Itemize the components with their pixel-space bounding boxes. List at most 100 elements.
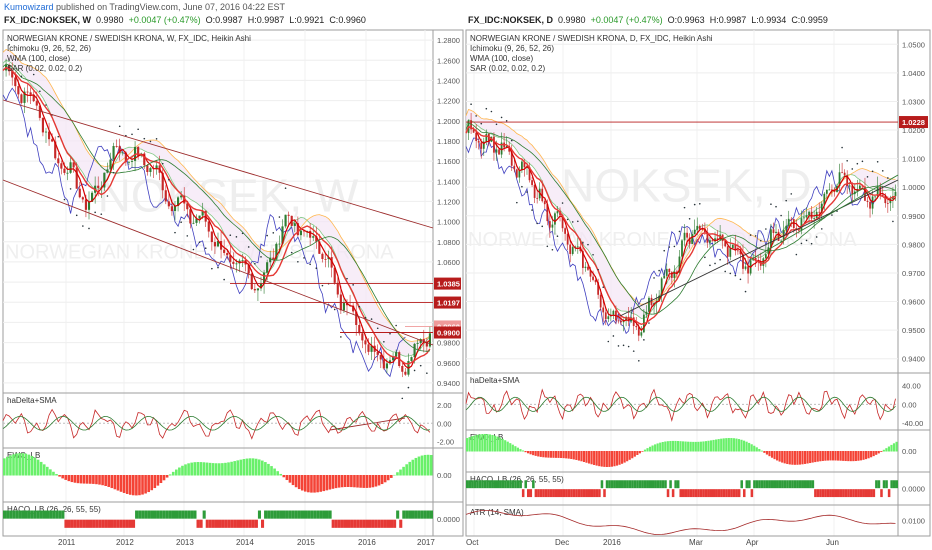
left-ewo-bar bbox=[233, 461, 236, 476]
left-haco-bar bbox=[184, 510, 188, 519]
right-haco-bar bbox=[669, 480, 672, 489]
right-candle bbox=[703, 229, 706, 233]
left-candle bbox=[425, 341, 428, 347]
left-price-tick: 1.1800 bbox=[437, 137, 460, 146]
left-price-tick: 1.2800 bbox=[437, 36, 460, 45]
right-ewo-bar bbox=[880, 451, 883, 452]
left-sar-dot bbox=[100, 213, 103, 215]
right-haco-bar bbox=[806, 480, 810, 489]
left-sar-dot bbox=[389, 332, 391, 335]
left-haco-bar bbox=[9, 510, 13, 519]
left-candle bbox=[367, 344, 370, 352]
left-candle bbox=[262, 272, 266, 284]
right-candle bbox=[548, 221, 551, 228]
right-haco-bar bbox=[748, 480, 751, 489]
left-haco-bar bbox=[270, 510, 274, 519]
left-haco-bar bbox=[122, 519, 126, 528]
right-sar-dot bbox=[526, 191, 528, 193]
right-price-tick: 1.0100 bbox=[902, 155, 925, 164]
left-ewo-bar bbox=[33, 457, 37, 476]
left-sar-dot bbox=[211, 267, 213, 270]
left-candle bbox=[51, 139, 54, 142]
right-ewo-bar bbox=[882, 449, 885, 452]
left-haco-bar bbox=[128, 519, 132, 528]
right-haco-bar bbox=[471, 480, 474, 489]
right-sar-dot bbox=[566, 218, 569, 221]
left-ewo-bar bbox=[205, 462, 209, 476]
author-link[interactable]: Kumowizard bbox=[4, 2, 54, 12]
right-ewo-bar bbox=[529, 451, 532, 455]
left-level-badge bbox=[434, 296, 461, 309]
left-sar-dot bbox=[26, 64, 29, 67]
right-sar-dot bbox=[785, 199, 787, 202]
right-symbol[interactable]: FX_IDC:NOKSEK, D bbox=[468, 15, 554, 25]
right-ewo-bar bbox=[892, 443, 896, 452]
right-trend-line bbox=[619, 179, 899, 317]
left-open: O:0.9987 bbox=[205, 15, 243, 25]
right-ewo-bar bbox=[803, 451, 807, 464]
right-haco-bar bbox=[671, 489, 675, 498]
right-candle bbox=[805, 215, 808, 218]
right-haco-bar bbox=[549, 489, 553, 498]
right-ewo-bar bbox=[814, 451, 817, 463]
right-ewo-bar bbox=[699, 441, 702, 452]
left-sar-dot bbox=[284, 187, 287, 189]
right-candle bbox=[482, 141, 485, 149]
right-ewo-bar bbox=[674, 440, 677, 452]
left-candle bbox=[35, 101, 38, 106]
left-ewo-bar bbox=[82, 475, 86, 484]
left-haco-bar bbox=[58, 510, 62, 519]
right-candle bbox=[500, 142, 503, 155]
right-haco-bar bbox=[765, 480, 769, 489]
right-sar-dot bbox=[617, 345, 620, 347]
right-ewo-bar bbox=[712, 439, 715, 452]
right-candle bbox=[876, 186, 879, 197]
right-ewo-bar bbox=[778, 451, 781, 462]
right-ewo-bar bbox=[717, 439, 720, 452]
left-haco-bar bbox=[52, 510, 56, 519]
left-watermark-sub: NORWEGIAN KRONE / SWEDISH KRONA bbox=[5, 242, 394, 264]
right-ewo-bar bbox=[560, 451, 563, 459]
right-ewo-bar bbox=[763, 451, 766, 453]
left-candle bbox=[32, 94, 35, 102]
right-ewo-bar bbox=[615, 451, 619, 466]
right-candle bbox=[521, 161, 523, 171]
left-ewo-bar bbox=[313, 475, 316, 493]
right-level-badge bbox=[899, 116, 928, 129]
left-chikou-line bbox=[2, 87, 406, 378]
left-candle bbox=[20, 94, 23, 103]
left-candle bbox=[149, 168, 152, 173]
right-sar-dot bbox=[490, 110, 493, 113]
left-sar-dot bbox=[161, 162, 164, 165]
right-candle bbox=[681, 240, 683, 257]
left-ewo-bar bbox=[76, 475, 80, 484]
right-ewo-bar bbox=[669, 440, 672, 452]
left-price-tick: 1.1000 bbox=[437, 218, 460, 227]
right-haco-bar bbox=[786, 480, 789, 489]
right-sar-dot bbox=[577, 220, 579, 223]
left-haco-bar bbox=[257, 510, 261, 519]
left-haco-bar bbox=[205, 519, 209, 528]
left-candle bbox=[180, 195, 183, 198]
left-symbol[interactable]: FX_IDC:NOKSEK, W bbox=[4, 15, 92, 25]
left-sar-dot bbox=[223, 278, 225, 281]
left-candle bbox=[342, 302, 346, 311]
left-sar-dot bbox=[69, 188, 72, 190]
right-candle bbox=[604, 312, 607, 320]
right-ewo-bar bbox=[776, 451, 779, 461]
left-haco-bar bbox=[175, 510, 179, 519]
right-sar-dot bbox=[505, 119, 508, 122]
right-haco-bar bbox=[702, 489, 705, 498]
right-haco-bar bbox=[864, 489, 868, 498]
right-price-tick: 0.9700 bbox=[902, 269, 925, 278]
left-haco-bar bbox=[144, 510, 148, 519]
left-price-tick: 1.0600 bbox=[437, 258, 460, 267]
left-haco-bar bbox=[187, 510, 191, 519]
right-candle bbox=[706, 232, 709, 243]
left-candle bbox=[376, 351, 379, 355]
right-ewo-bar bbox=[605, 451, 608, 467]
right-haco-bar bbox=[476, 480, 479, 489]
left-haco-bar bbox=[236, 519, 240, 528]
right-sar-dot bbox=[719, 258, 721, 261]
